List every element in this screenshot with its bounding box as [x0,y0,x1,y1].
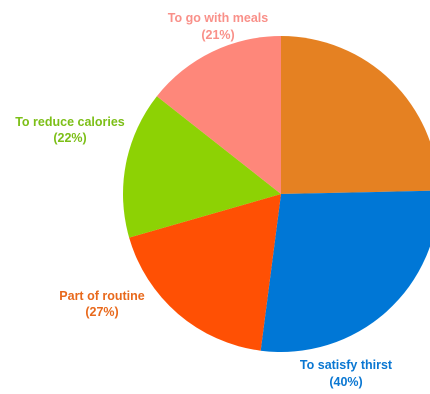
pie-slice-to-go-with-meals [156,36,281,194]
pie-labels: To satisfy thirst (40%) Part of routine … [15,11,393,389]
slice-label-to-go-with-meals: To go with meals [168,11,269,25]
slice-percent-to-reduce-calories: (22%) [53,131,86,145]
slice-percent-to-satisfy-thirst: (40%) [329,375,362,389]
pie-slice-part-of-routine [129,194,281,351]
slice-percent-to-go-with-meals: (21%) [201,28,234,42]
slice-label-part-of-routine: Part of routine [59,289,144,303]
pie-slice-to-satisfy-thirst [260,190,430,353]
pie-slice-unlabeled [281,36,430,194]
slice-label-to-satisfy-thirst: To satisfy thirst [300,358,393,372]
pie-slice-to-reduce-calories [123,96,281,238]
pie-slices [123,36,430,353]
slice-percent-part-of-routine: (27%) [85,305,118,319]
slice-label-to-reduce-calories: To reduce calories [15,115,125,129]
